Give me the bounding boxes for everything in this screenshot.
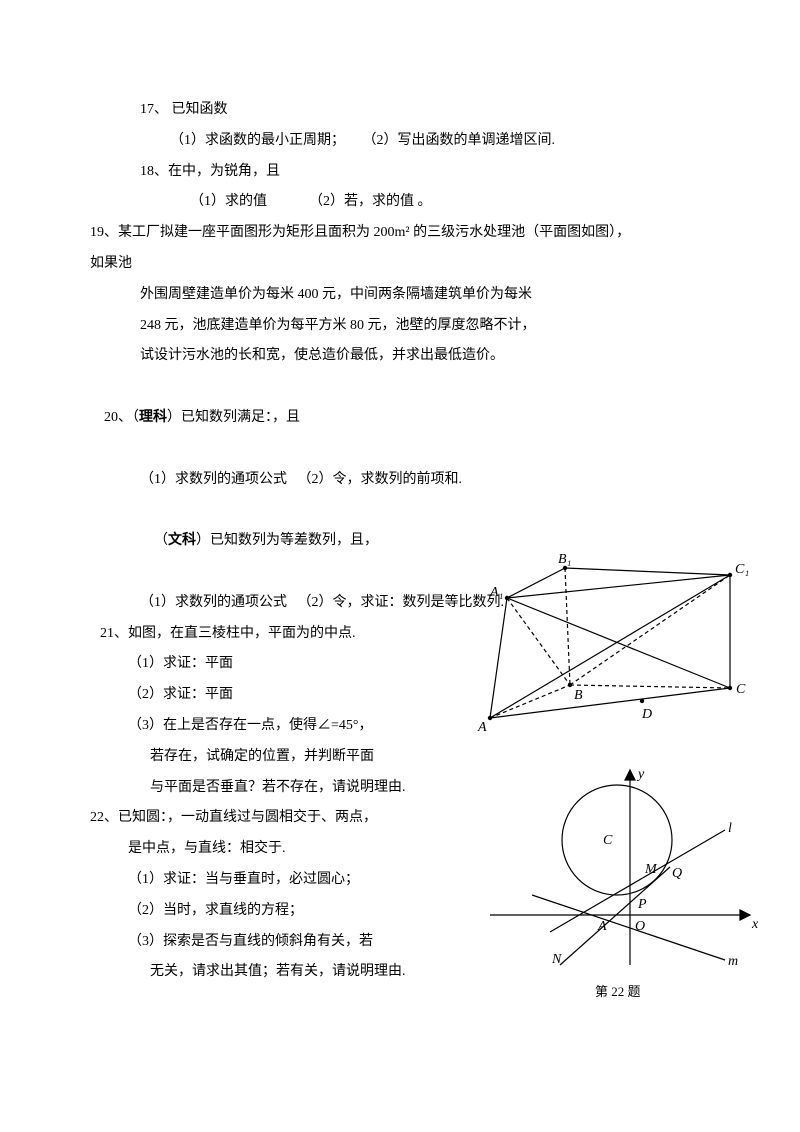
label-B: B	[574, 688, 583, 703]
figure-circle-lines: y x C l m M Q P O A N	[490, 760, 770, 980]
q18-sub1: （1）求的值 （2）若，求的值 。	[90, 187, 710, 218]
label-A1: A₁	[489, 585, 503, 600]
label-x: x	[751, 917, 759, 932]
label-N: N	[551, 952, 562, 967]
label-m: m	[728, 954, 738, 969]
q20-wen-bold: 文科	[168, 533, 196, 548]
label-C: C	[736, 682, 746, 697]
q17-sub1: （1）求函数的最小正周期； （2）写出函数的单调递增区间.	[90, 126, 710, 157]
label-C1: C₁	[735, 562, 749, 577]
q20-li-bold: 理科	[139, 410, 167, 425]
label-Q: Q	[672, 866, 682, 881]
q18-head: 18、在中，为锐角，且	[90, 157, 710, 188]
q19-l2: 如果池	[90, 249, 710, 280]
q20-li-prefix: 20、（	[104, 410, 139, 425]
label-D: D	[641, 707, 652, 722]
label-C: C	[603, 833, 613, 848]
label-M: M	[644, 862, 658, 877]
label-P: P	[637, 897, 647, 912]
q20-li-tail: ）已知数列满足：，且	[167, 410, 300, 425]
q20-wen-prefix: （	[154, 533, 168, 548]
q20-li-head: 20、（理科）已知数列满足：，且	[90, 372, 710, 464]
label-Ax: A	[597, 919, 607, 934]
q20-li-sub1: （1）求数列的通项公式 （2）令，求数列的前项和.	[90, 465, 710, 496]
q19-l5: 试设计污水池的长和宽，使总造价最低，并求出最低造价。	[90, 341, 710, 372]
q17-head: 17、 已知函数	[90, 95, 710, 126]
figure-prism: A₁ B₁ C₁ A B C D	[470, 553, 760, 738]
q19-l3: 外围周壁建造单价为每米 400 元，中间两条隔墙建筑单价为每米	[90, 280, 710, 311]
label-B1: B₁	[558, 553, 571, 567]
figure-22-caption: 第 22 题	[595, 978, 641, 1007]
label-A: A	[477, 720, 487, 735]
q20-wen-tail: ）已知数列为等差数列，且，	[196, 533, 378, 548]
label-l: l	[728, 821, 732, 836]
q19-head: 19、某工厂拟建一座平面图形为矩形且面积为 200m² 的三级污水处理池（平面图…	[90, 218, 710, 249]
label-y: y	[636, 767, 645, 782]
q19-l4: 248 元，池底建造单价为每平方米 80 元，池壁的厚度忽略不计，	[90, 311, 710, 342]
label-O: O	[635, 919, 645, 934]
